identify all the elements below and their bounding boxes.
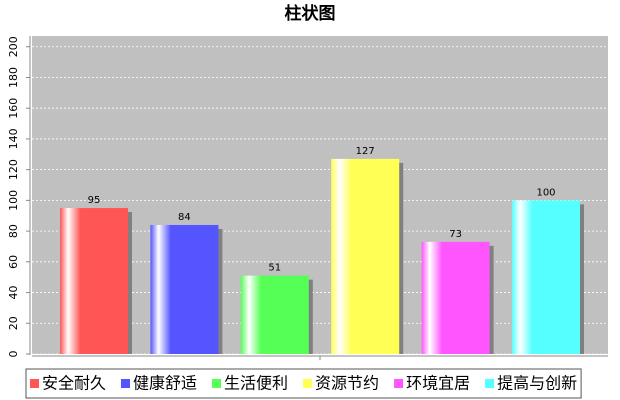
bar [331,158,400,354]
y-tick-label: 0 [7,351,20,358]
y-tick-label: 180 [7,67,20,88]
y-tick-label: 120 [7,159,20,180]
y-tick-label: 100 [7,190,20,211]
y-tick-label: 20 [7,316,20,330]
data-label: 51 [268,263,281,274]
bar [60,208,128,354]
legend-swatch [212,379,222,388]
legend-label: 资源节约 [315,374,379,393]
legend-swatch [394,379,404,388]
data-label: 127 [356,146,375,157]
bar [512,200,580,354]
legend-label: 安全耐久 [42,374,106,393]
data-label: 100 [536,187,555,198]
y-tick-label: 140 [7,128,20,149]
legend-swatch [30,379,39,388]
legend-swatch [121,379,131,388]
legend-label: 提高与创新 [497,374,577,393]
chart-title: 柱状图 [285,3,336,24]
y-tick-label: 60 [7,255,20,269]
legend-label: 健康舒适 [133,374,197,393]
legend-label: 环境宜居 [406,374,470,393]
data-label: 84 [178,212,191,223]
legend-label: 生活便利 [224,374,288,393]
bar [150,224,219,354]
bar [240,275,309,354]
y-tick-label: 80 [7,224,20,238]
data-label: 73 [449,229,462,240]
bar [421,241,490,354]
legend-swatch [485,379,495,388]
data-label: 95 [88,195,101,206]
y-tick-label: 200 [7,36,20,57]
legend-swatch [303,379,313,388]
y-tick-label: 160 [7,98,20,119]
y-tick-label: 40 [7,286,20,300]
